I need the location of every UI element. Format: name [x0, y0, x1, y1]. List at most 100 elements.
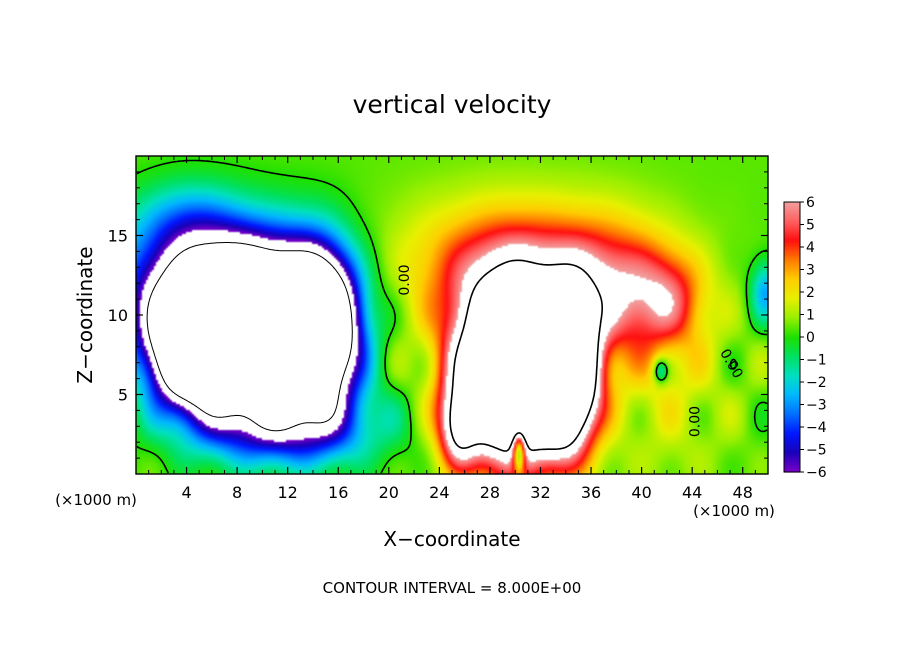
colorbar-swatch	[784, 233, 800, 237]
colorbar-swatch	[784, 332, 800, 336]
x-tick-label: 16	[328, 483, 348, 502]
colorbar-label: 4	[806, 240, 815, 256]
colorbar-swatch	[784, 247, 800, 250]
x-tick-label: 24	[429, 483, 449, 502]
contour-line	[449, 259, 603, 452]
colorbar-swatch	[784, 411, 800, 415]
colorbar-swatch	[784, 334, 800, 338]
colorbar-swatch	[784, 280, 800, 284]
y-axis: 5 10 15	[108, 171, 768, 459]
colorbar-swatch	[784, 436, 800, 439]
x-axis: 4 8 12 16 20 24 28 32 36 40 44 48	[148, 156, 756, 502]
colorbar-swatch	[784, 260, 800, 264]
colorbar-swatch	[784, 312, 800, 316]
colorbar-swatch	[784, 217, 800, 221]
colorbar-swatch	[784, 393, 800, 397]
colorbar-label: −4	[806, 420, 827, 436]
colorbar-label: −6	[806, 465, 827, 481]
colorbar-swatch	[784, 350, 800, 354]
colorbar-swatch	[784, 242, 800, 246]
colorbar-swatch	[784, 357, 800, 361]
colorbar-swatch	[784, 319, 800, 322]
colorbar-swatch	[784, 447, 800, 451]
colorbar-swatch	[784, 438, 800, 442]
colorbar-swatch	[784, 391, 800, 394]
colorbar-swatch	[784, 262, 800, 266]
colorbar-swatch	[784, 339, 800, 343]
colorbar-swatch	[784, 321, 800, 325]
colorbar-swatch	[784, 395, 800, 399]
colorbar-swatch	[784, 289, 800, 293]
colorbar-swatch	[784, 458, 800, 462]
colorbar-swatch	[784, 211, 800, 214]
colorbar-swatch	[784, 469, 800, 473]
colorbar-swatch	[784, 359, 800, 363]
colorbar-swatch	[784, 379, 800, 383]
colorbar-swatch	[784, 370, 800, 374]
colorbar-swatch	[784, 301, 800, 304]
colorbar-swatch	[784, 377, 800, 381]
colorbar-swatch	[784, 406, 800, 410]
colorbar-swatch	[784, 409, 800, 412]
colorbar-swatch	[784, 415, 800, 419]
x-tick-label: 44	[682, 483, 702, 502]
colorbar-swatch	[784, 346, 800, 349]
colorbar-swatch	[784, 422, 800, 426]
colorbar-swatch	[784, 285, 800, 289]
colorbar-label: −5	[806, 443, 827, 459]
colorbar-swatch	[784, 325, 800, 329]
y-tick-label: 15	[108, 227, 128, 246]
colorbar-swatch	[784, 226, 800, 230]
colorbar-swatch	[784, 314, 800, 318]
x-tick-label: 12	[278, 483, 298, 502]
colorbar-label: −3	[806, 398, 827, 414]
y-tick-label: 5	[118, 386, 128, 405]
colorbar-swatch	[784, 244, 800, 248]
colorbar-swatch	[784, 269, 800, 273]
x-axis-label: X−coordinate	[383, 527, 520, 551]
y-axis-label: Z−coordinate	[73, 246, 97, 383]
colorbar-swatch	[784, 440, 800, 444]
colorbar-swatch	[784, 323, 800, 327]
colorbar-swatch	[784, 420, 800, 424]
colorbar-label: −1	[806, 353, 827, 369]
colorbar-label: 1	[806, 308, 815, 324]
colorbar-swatch	[784, 220, 800, 223]
colorbar-swatch	[784, 465, 800, 469]
colorbar-swatch	[784, 418, 800, 421]
colorbar-swatch	[784, 341, 800, 345]
colorbar-swatch	[784, 231, 800, 235]
colorbar-swatch	[784, 366, 800, 370]
colorbar-swatch	[784, 427, 800, 430]
colorbar-swatch	[784, 274, 800, 277]
colorbar-swatch	[784, 397, 800, 401]
colorbar-swatch	[784, 348, 800, 352]
colorbar-swatch	[784, 256, 800, 259]
colorbar-label: 0	[806, 330, 815, 346]
colorbar-swatch	[784, 400, 800, 403]
colorbar-swatch	[784, 215, 800, 219]
colorbar-swatch	[784, 361, 800, 365]
colorbar-swatch	[784, 267, 800, 271]
plot-area: 0.000.000.00	[135, 155, 769, 475]
colorbar-swatch	[784, 424, 800, 428]
colorbar-swatch	[784, 355, 800, 358]
x-unit-label-left: (×1000 m)	[55, 491, 137, 509]
colorbar-swatch	[784, 384, 800, 388]
colorbar-swatch	[784, 271, 800, 275]
colorbar-label: 2	[806, 285, 815, 301]
colorbar-swatch	[784, 445, 800, 448]
x-tick-label: 40	[631, 483, 651, 502]
colorbar-swatch	[784, 343, 800, 347]
colorbar-swatch	[784, 310, 800, 313]
colorbar-swatch	[784, 451, 800, 455]
colorbar-swatch	[784, 467, 800, 471]
colorbar-label: −2	[806, 375, 827, 391]
colorbar-swatch	[784, 298, 800, 302]
y-tick-label: 10	[108, 306, 128, 325]
colorbar-swatch	[784, 454, 800, 457]
colorbar-swatch	[784, 352, 800, 356]
colorbar-label: 5	[806, 218, 815, 234]
colorbar-swatch	[784, 404, 800, 408]
colorbar-swatch	[784, 442, 800, 446]
